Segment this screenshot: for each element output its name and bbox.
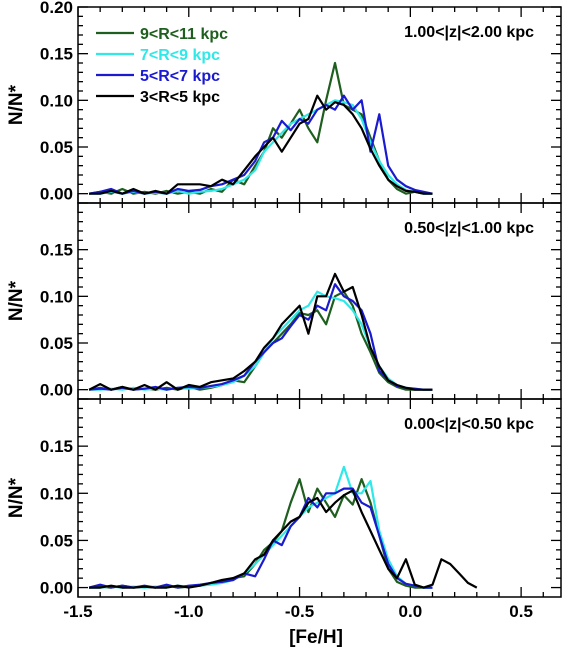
legend-label: 5<R<7 kpc [140, 68, 220, 85]
panel-label: 1.00<|z|<2.00 kpc [404, 24, 534, 41]
y-axis-title: N/N* [6, 477, 27, 518]
x-tick-labels: -1.5 -1.0 -0.5 0.0 0.5 [63, 602, 533, 621]
series-line [88, 94, 433, 195]
panel-label: 0.50<|z|<1.00 kpc [404, 220, 534, 237]
y-tick-label: 0.00 [40, 579, 73, 598]
series-group [88, 61, 433, 195]
legend: 9<R<11 kpc 7<R<9 kpc 5<R<7 kpc 3<R<5 kpc [96, 26, 228, 106]
plot-frame [77, 398, 562, 598]
y-axis-title: N/N* [6, 280, 27, 321]
panel-label: 0.00<|z|<0.50 kpc [404, 416, 534, 433]
series-line [89, 465, 433, 589]
y-tick-label: 0.10 [40, 287, 73, 306]
series-line [89, 94, 433, 195]
panel: 0.00 0.05 0.10 0.15 N/N* 0.50<|z|<1.00 kpc [6, 202, 562, 400]
legend-label: 9<R<11 kpc [140, 26, 228, 43]
y-tick-label: 0.15 [40, 241, 73, 260]
series-line [88, 272, 433, 391]
legend-label: 7<R<9 kpc [140, 47, 220, 64]
series-group [88, 465, 478, 589]
x-tick-label: -1.5 [63, 602, 92, 621]
panel: 0.00 0.05 0.10 0.15 N/N* 0.00<|z|<0.50 kpc [6, 398, 562, 598]
y-tick-label: 0.05 [40, 138, 73, 157]
series-line [89, 283, 433, 391]
panels: 0.00 0.05 0.10 0.15 0.20 N/N* 1.00<|z|<2.00 kp… [6, 0, 562, 598]
panel: 0.00 0.05 0.10 0.15 0.20 N/N* 1.00<|z|<2.00 kp… [6, 0, 562, 204]
series-line [88, 290, 433, 391]
y-tick-label: 0.05 [40, 531, 73, 550]
x-tick-label: -0.5 [285, 602, 314, 621]
series-group [88, 272, 433, 391]
y-tick-label: 0.00 [40, 381, 73, 400]
y-tick-label: 0.10 [40, 91, 73, 110]
x-tick-label: -1.0 [174, 602, 203, 621]
y-tick-label: 0.05 [40, 334, 73, 353]
series-line [89, 489, 478, 589]
y-tick-label: 0.00 [40, 185, 73, 204]
legend-label: 3<R<5 kpc [140, 89, 220, 106]
x-tick-label: 0.5 [509, 602, 533, 621]
y-tick-label: 0.15 [40, 437, 73, 456]
x-tick-label: 0.0 [399, 602, 423, 621]
y-axis-title: N/N* [6, 84, 27, 125]
y-tick-label: 0.20 [40, 0, 73, 17]
x-axis-title: [Fe/H] [289, 627, 343, 648]
y-tick-label: 0.10 [40, 484, 73, 503]
series-line [88, 487, 433, 589]
y-tick-label: 0.15 [40, 45, 73, 64]
